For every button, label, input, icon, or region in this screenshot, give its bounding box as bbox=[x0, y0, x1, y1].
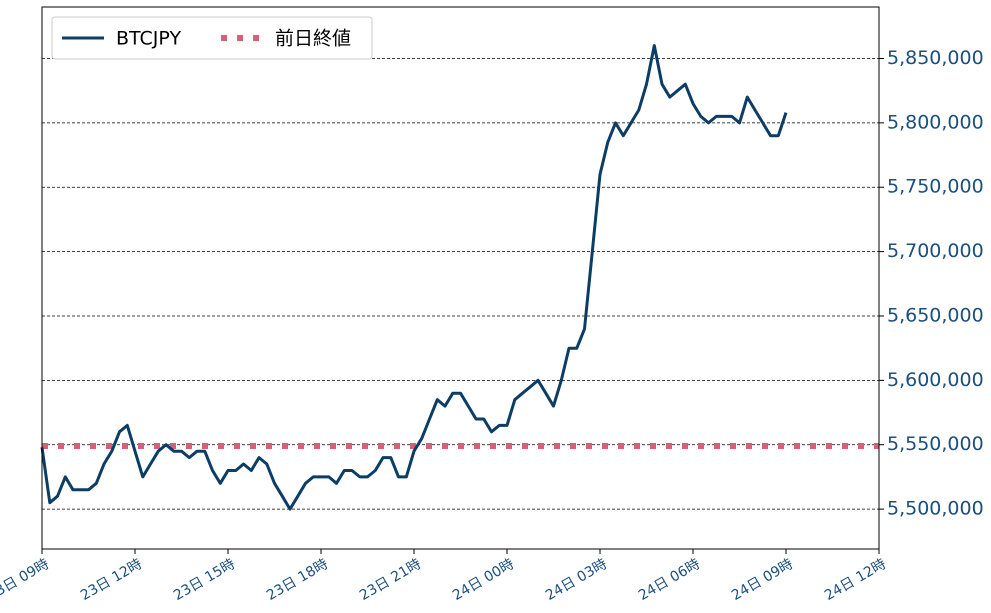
y-tick-label: 5,550,000 bbox=[887, 433, 984, 455]
legend-box bbox=[51, 16, 373, 60]
x-tick-label: 23日 12時 bbox=[78, 556, 145, 604]
legend-label: BTCJPY bbox=[116, 28, 181, 50]
plot-frame bbox=[41, 6, 880, 550]
x-tick-label: 23日 09時 bbox=[0, 556, 52, 604]
x-tick-label: 24日 09時 bbox=[729, 556, 796, 604]
y-tick-label: 5,500,000 bbox=[887, 498, 984, 520]
y-tick-label: 5,800,000 bbox=[887, 111, 984, 133]
x-tick-label: 24日 12時 bbox=[822, 556, 889, 604]
y-tick-label: 5,700,000 bbox=[887, 240, 984, 262]
legend-label: 前日終値 bbox=[275, 28, 351, 50]
y-tick-label: 5,650,000 bbox=[887, 304, 984, 326]
legend: BTCJPY 前日終値 bbox=[51, 16, 373, 60]
x-tick-label: 24日 00時 bbox=[450, 556, 517, 604]
x-tick-label: 23日 15時 bbox=[171, 556, 238, 604]
x-tick-label: 23日 21時 bbox=[357, 556, 424, 604]
y-tick-label: 5,750,000 bbox=[887, 176, 984, 198]
y-tick-label: 5,600,000 bbox=[887, 369, 984, 391]
y-tick-label: 5,850,000 bbox=[887, 47, 984, 69]
x-tick-label: 24日 03時 bbox=[543, 556, 610, 604]
x-tick-label: 23日 18時 bbox=[264, 556, 331, 604]
x-tick-label: 24日 06時 bbox=[636, 556, 703, 604]
line-series bbox=[40, 44, 788, 511]
